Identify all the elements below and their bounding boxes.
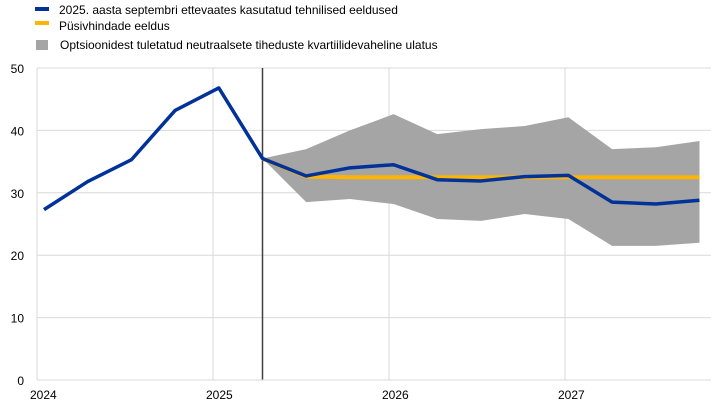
legend-label-constant-prices: Püsivhindade eeldus [59, 19, 170, 33]
legend-swatch-baseline [35, 7, 49, 11]
baseline-line [43, 86, 700, 212]
x-tick-label: 2024 [30, 388, 57, 402]
legend-label-baseline: 2025. aasta septembri ettevaates kasutat… [59, 3, 398, 17]
legend-label-band: Optsioonidest tuletatud neutraalsete tih… [60, 38, 438, 52]
x-tick-label: 2026 [382, 388, 409, 402]
y-tick-label: 0 [17, 374, 24, 388]
y-tick-label: 20 [11, 249, 25, 263]
x-tick-label: 2025 [206, 388, 233, 402]
y-tick-label: 30 [11, 187, 25, 201]
legend-swatch-constant-prices [35, 21, 49, 25]
y-tick-label: 40 [11, 124, 25, 138]
legend: 2025. aasta septembri ettevaates kasutat… [35, 3, 438, 52]
x-tick-label: 2027 [558, 388, 585, 402]
y-tick-label: 10 [11, 312, 25, 326]
y-tick-label: 50 [11, 62, 25, 76]
legend-swatch-band [36, 40, 48, 50]
